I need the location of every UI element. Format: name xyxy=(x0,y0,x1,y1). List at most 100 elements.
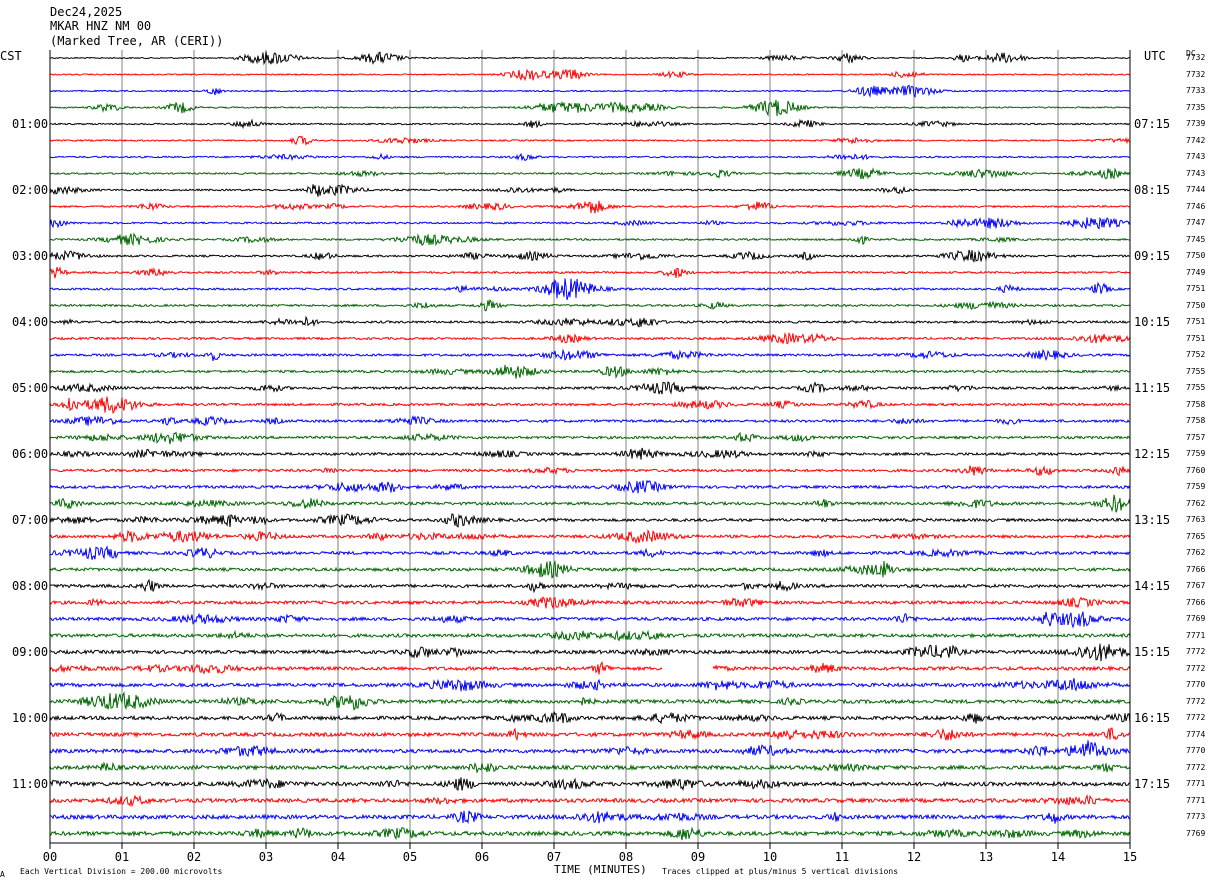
dc-offset-35: 7769 xyxy=(1186,614,1206,623)
dc-offset-27: 7759 xyxy=(1186,482,1206,491)
utc-hour-label-3: 09:15 xyxy=(1134,249,1171,263)
dc-offset-32: 7766 xyxy=(1186,564,1206,574)
time-axis xyxy=(49,50,1131,849)
x-tick-label-03: 03 xyxy=(258,850,274,864)
dc-offset-48: 7769 xyxy=(1186,828,1206,838)
dc-offset-34: 7766 xyxy=(1186,597,1206,607)
seismic-trace-33 xyxy=(49,578,1131,594)
seismic-trace-10 xyxy=(49,200,1131,214)
dc-offset-44: 7772 xyxy=(1186,762,1206,772)
utc-hour-label-5: 11:15 xyxy=(1134,381,1171,395)
station-code: MKAR HNZ NM 00 xyxy=(50,19,152,33)
seismic-trace-13 xyxy=(49,249,1131,263)
cst-hour-label-5: 05:00 xyxy=(12,381,49,395)
seismic-trace-9 xyxy=(49,183,1131,197)
station-location: (Marked Tree, AR (CERI)) xyxy=(50,34,224,48)
dc-offset-41: 7772 xyxy=(1186,713,1206,722)
seismic-trace-11 xyxy=(49,216,1131,230)
dc-offset-12: 7745 xyxy=(1186,234,1206,244)
dc-offset-17: 7751 xyxy=(1186,317,1206,326)
x-tick-label-11: 11 xyxy=(834,850,850,864)
right-timezone-label: UTC xyxy=(1144,49,1166,63)
seismic-trace-20 xyxy=(49,364,1131,380)
dc-offset-3: 7733 xyxy=(1186,86,1206,95)
cst-hour-label-1: 01:00 xyxy=(12,117,49,131)
corner-mark: A xyxy=(0,870,5,879)
x-tick-label-05: 05 xyxy=(402,850,418,864)
x-tick-label-08: 08 xyxy=(618,850,634,864)
dc-offset-29: 7763 xyxy=(1186,515,1206,524)
utc-hour-label-10: 16:15 xyxy=(1134,711,1171,725)
seismic-trace-8 xyxy=(49,167,1131,180)
dc-offset-14: 7749 xyxy=(1186,267,1206,277)
x-tick-label-01: 01 xyxy=(114,850,130,864)
plot-date: Dec24,2025 xyxy=(50,5,123,19)
dc-offset-1: 7732 xyxy=(1186,53,1206,62)
dc-offset-26: 7760 xyxy=(1186,465,1206,475)
seismic-trace-41 xyxy=(49,711,1131,725)
dc-offset-21: 7755 xyxy=(1186,383,1206,392)
cst-hour-label-4: 04:00 xyxy=(12,315,49,329)
seismic-trace-47 xyxy=(49,810,1131,825)
x-tick-label-00: 00 xyxy=(42,850,58,864)
seismic-trace-21 xyxy=(49,381,1131,395)
seismic-trace-16 xyxy=(49,299,1131,312)
seismic-trace-31 xyxy=(49,545,1131,560)
cst-hour-label-2: 02:00 xyxy=(12,183,49,197)
seismic-trace-4 xyxy=(49,99,1131,117)
dc-offset-4: 7735 xyxy=(1186,102,1206,112)
dc-offset-38: 7772 xyxy=(1186,663,1206,673)
dc-offset-46: 7771 xyxy=(1186,795,1206,805)
seismic-trace-2 xyxy=(49,68,1131,82)
dc-offset-25: 7759 xyxy=(1186,449,1206,458)
dc-offset-22: 7758 xyxy=(1186,399,1206,409)
utc-hour-label-8: 14:15 xyxy=(1134,579,1171,593)
cst-hour-label-6: 06:00 xyxy=(12,447,49,461)
seismic-trace-45 xyxy=(49,777,1131,792)
seismic-trace-44 xyxy=(49,761,1131,773)
x-tick-label-09: 09 xyxy=(690,850,706,864)
seismic-trace-15 xyxy=(49,278,1131,300)
seismic-trace-35 xyxy=(49,611,1131,629)
cst-hour-label-8: 08:00 xyxy=(12,579,49,593)
x-axis-label: TIME (MINUTES) xyxy=(554,863,647,876)
x-tick-label-02: 02 xyxy=(186,850,202,864)
dc-offset-40: 7772 xyxy=(1186,696,1206,706)
seismic-trace-22 xyxy=(49,396,1131,414)
seismic-trace-7 xyxy=(49,152,1131,162)
seismic-trace-28 xyxy=(49,494,1131,513)
seismic-trace-32 xyxy=(49,560,1131,579)
dc-offset-47: 7773 xyxy=(1186,812,1206,821)
dc-offset-11: 7747 xyxy=(1186,218,1206,227)
dc-offset-45: 7771 xyxy=(1186,779,1206,788)
seismic-trace-14 xyxy=(49,266,1131,279)
x-tick-label-06: 06 xyxy=(474,850,490,864)
cst-hour-label-9: 09:00 xyxy=(12,645,49,659)
seismic-trace-23 xyxy=(49,415,1131,427)
dc-offset-13: 7750 xyxy=(1186,251,1206,260)
dc-offset-30: 7765 xyxy=(1186,531,1206,541)
x-tick-label-07: 07 xyxy=(546,850,562,864)
dc-offset-36: 7771 xyxy=(1186,630,1206,640)
seismic-trace-29 xyxy=(49,513,1131,528)
seismic-trace-17 xyxy=(49,315,1131,328)
utc-hour-label-6: 12:15 xyxy=(1134,447,1171,461)
seismic-trace-43 xyxy=(49,740,1131,758)
seismic-trace-24 xyxy=(49,431,1131,445)
seismic-trace-27 xyxy=(49,479,1131,494)
utc-hour-label-2: 08:15 xyxy=(1134,183,1171,197)
seismic-trace-30 xyxy=(49,528,1131,545)
seismic-trace-46 xyxy=(49,794,1131,808)
dc-offset-10: 7746 xyxy=(1186,201,1206,211)
dc-offset-8: 7743 xyxy=(1186,168,1206,178)
utc-hour-label-11: 17:15 xyxy=(1134,777,1171,791)
utc-hour-label-1: 07:15 xyxy=(1134,117,1171,131)
x-tick-label-14: 14 xyxy=(1050,850,1066,864)
x-tick-label-04: 04 xyxy=(330,850,346,864)
seismic-trace-37 xyxy=(49,643,1131,662)
dc-offset-9: 7744 xyxy=(1186,185,1206,194)
dc-offset-6: 7742 xyxy=(1186,135,1206,145)
dc-offset-5: 7739 xyxy=(1186,119,1206,128)
cst-hour-label-11: 11:00 xyxy=(12,777,49,791)
